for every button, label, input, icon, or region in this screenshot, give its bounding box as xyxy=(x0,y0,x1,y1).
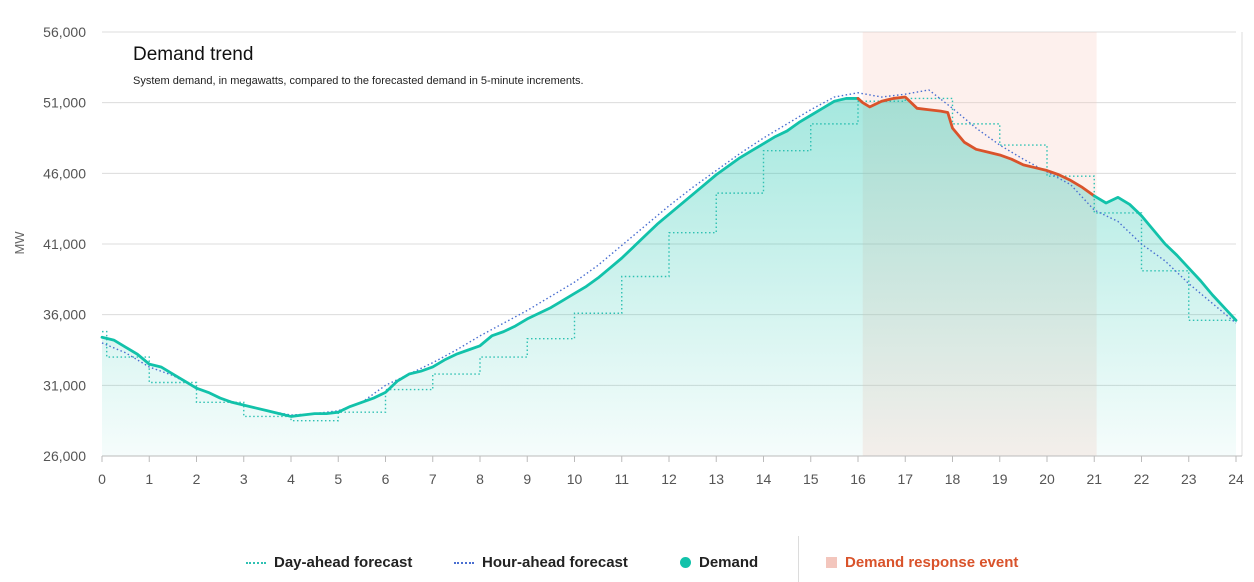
y-tick-label: 31,000 xyxy=(43,377,86,393)
legend-divider xyxy=(798,536,799,582)
legend-label: Demand response event xyxy=(845,554,1019,571)
circle-icon xyxy=(680,557,691,568)
x-tick-label: 8 xyxy=(476,471,484,487)
y-tick-label: 56,000 xyxy=(43,24,86,40)
x-tick-label: 18 xyxy=(945,471,961,487)
chart-title: Demand trend xyxy=(133,44,254,65)
x-tick-label: 17 xyxy=(897,471,913,487)
x-tick-label: 4 xyxy=(287,471,295,487)
x-tick-label: 22 xyxy=(1134,471,1150,487)
series-demand xyxy=(1092,194,1238,322)
y-tick-label: 26,000 xyxy=(43,448,86,464)
x-tick-label: 1 xyxy=(145,471,153,487)
y-tick-label: 41,000 xyxy=(43,236,86,252)
chart-title-block: Demand trend System demand, in megawatts… xyxy=(133,44,584,87)
x-tick-label: 15 xyxy=(803,471,819,487)
legend-label: Hour-ahead forecast xyxy=(482,554,628,571)
legend: Day-ahead forecast Hour-ahead forecast D… xyxy=(0,534,1254,582)
legend-label: Demand xyxy=(699,554,759,571)
x-tick-label: 16 xyxy=(850,471,866,487)
series-demand xyxy=(100,97,860,418)
x-tick-label: 10 xyxy=(567,471,583,487)
x-tick-label: 3 xyxy=(240,471,248,487)
dotted-line-icon xyxy=(246,561,266,564)
series-day-ahead-forecast xyxy=(102,97,1236,422)
legend-item-day-ahead[interactable]: Day-ahead forecast xyxy=(246,554,412,571)
legend-item-demand-response[interactable]: Demand response event xyxy=(826,554,1018,571)
x-tick-label: 24 xyxy=(1228,471,1244,487)
x-tick-label: 20 xyxy=(1039,471,1055,487)
legend-label: Day-ahead forecast xyxy=(274,554,413,571)
x-tick-label: 5 xyxy=(334,471,342,487)
x-tick-label: 11 xyxy=(614,471,629,487)
x-tick-label: 19 xyxy=(992,471,1008,487)
x-tick-label: 21 xyxy=(1086,471,1102,487)
legend-item-demand[interactable]: Demand xyxy=(680,554,758,571)
x-tick-label: 13 xyxy=(708,471,724,487)
x-tick-label: 7 xyxy=(429,471,437,487)
chart-subtitle: System demand, in megawatts, compared to… xyxy=(133,75,584,87)
dotted-line-icon xyxy=(454,561,474,564)
y-tick-label: 46,000 xyxy=(43,165,86,181)
square-icon xyxy=(826,557,837,568)
x-tick-label: 9 xyxy=(523,471,531,487)
x-tick-label: 2 xyxy=(193,471,201,487)
x-tick-label: 14 xyxy=(756,471,772,487)
demand-chart: 26,000 31,000 36,000 41,000 46,000 51,000 56,0… xyxy=(12,24,1244,487)
series-demand-event-segment xyxy=(856,95,1096,198)
y-axis-label: MW xyxy=(12,231,27,255)
legend-item-hour-ahead[interactable]: Hour-ahead forecast xyxy=(454,554,628,571)
x-tick-label: 12 xyxy=(661,471,677,487)
x-tick-label: 0 xyxy=(98,471,106,487)
y-tick-label: 51,000 xyxy=(43,95,86,111)
x-tick-label: 23 xyxy=(1181,471,1197,487)
y-tick-label: 36,000 xyxy=(43,307,86,323)
x-tick-label: 6 xyxy=(382,471,390,487)
